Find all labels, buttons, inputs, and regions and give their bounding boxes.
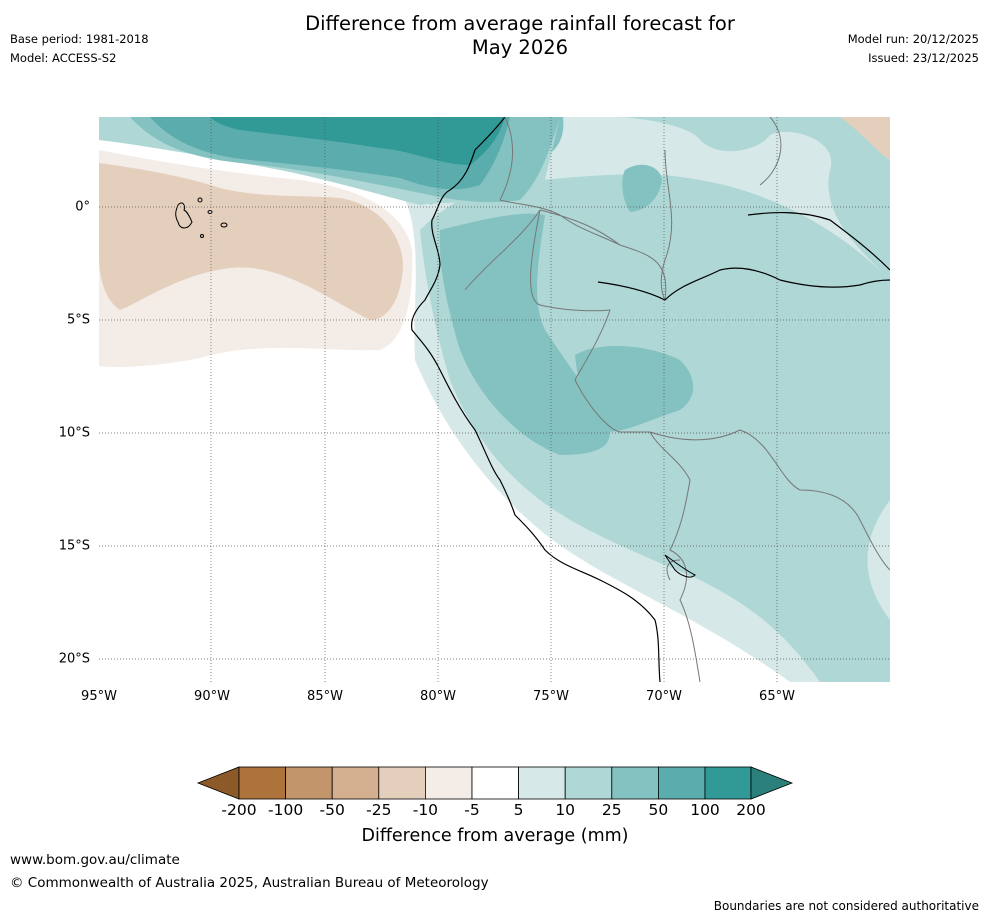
- colorbar-bin-2: [285, 766, 333, 800]
- region-ocean-100-200: [210, 117, 505, 165]
- base-period: Base period: 1981-2018: [10, 32, 149, 46]
- amazon-river: [597, 211, 890, 301]
- colorbar-tick: 5: [513, 801, 524, 819]
- colorbar-tick: 100: [690, 801, 720, 819]
- colorbar-tick: 10: [555, 801, 576, 819]
- colorbar-tick: -10: [412, 801, 439, 819]
- colorbar-label: Difference from average (mm): [361, 826, 629, 846]
- model-name: Model: ACCESS-S2: [10, 51, 117, 65]
- colorbar-bin-3: [331, 766, 380, 800]
- lat-tick-5s: 5°S: [66, 312, 90, 328]
- chart-title-line2: May 2026: [471, 36, 569, 59]
- colorbar-tick: -100: [268, 801, 304, 819]
- lon-tick-75w: 75°W: [533, 689, 569, 704]
- colorbar-tick: 200: [736, 801, 766, 819]
- galapagos-islands: [175, 197, 228, 238]
- colorbar-extend-high: [750, 766, 794, 800]
- lon-tick-85w: 85°W: [307, 689, 343, 704]
- region-dry-medium: [99, 163, 403, 320]
- colorbar-bin-9: [611, 766, 659, 800]
- colorbar: [196, 766, 794, 800]
- colorbar-tick: -5: [464, 801, 480, 819]
- lat-tick-10s: 10°S: [58, 425, 90, 441]
- colorbar-bin-5: [424, 766, 473, 800]
- coastline: [410, 117, 661, 682]
- colorbar-bin-8: [564, 766, 613, 800]
- region-dry-northeast: [840, 117, 890, 160]
- colorbar-tick: -25: [366, 801, 392, 819]
- region-wet-25-50-north: [622, 164, 662, 212]
- region-wet-25-50-peru: [439, 213, 610, 455]
- colorbar-bin-11: [704, 766, 752, 800]
- colorbar-tick: -50: [319, 801, 345, 819]
- colorbar-tick: 25: [601, 801, 622, 819]
- lon-tick-65w: 65°W: [759, 689, 795, 704]
- chart-title-line1: Difference from average rainfall forecas…: [305, 12, 735, 35]
- country-borders: [464, 117, 890, 682]
- colorbar-extend-low: [196, 766, 240, 800]
- issued-date: Issued: 23/12/2025: [868, 51, 979, 65]
- region-wet-25-50-brazil: [575, 345, 694, 432]
- colorbar-tick: 50: [648, 801, 669, 819]
- boundaries-disclaimer: Boundaries are not considered authoritat…: [713, 899, 979, 913]
- lat-tick-0: 0°: [75, 199, 90, 215]
- region-wet-10-25: [99, 117, 890, 280]
- colorbar-bin-1: [238, 766, 286, 800]
- lat-tick-15s: 15°S: [58, 538, 90, 554]
- colorbar-bin-4: [378, 766, 426, 800]
- lon-tick-95w: 95°W: [81, 689, 117, 704]
- colorbar-bin-10: [658, 766, 706, 800]
- copyright: © Commonwealth of Australia 2025, Austra…: [10, 875, 489, 891]
- colorbar-bin-7: [518, 766, 566, 800]
- model-run: Model run: 20/12/2025: [847, 32, 979, 46]
- chart-title: Difference from average rainfall forecas…: [0, 12, 988, 60]
- lon-tick-80w: 80°W: [420, 689, 456, 704]
- colorbar-bin-6: [471, 766, 519, 800]
- lon-tick-90w: 90°W: [194, 689, 230, 704]
- colorbar-tick: -200: [221, 801, 257, 819]
- website-link[interactable]: www.bom.gov.au/climate: [10, 852, 180, 868]
- lat-tick-20s: 20°S: [58, 651, 90, 667]
- lake-titicaca: [664, 554, 696, 578]
- map-area: [99, 117, 890, 682]
- lon-tick-70w: 70°W: [646, 689, 682, 704]
- graticule: [99, 117, 890, 682]
